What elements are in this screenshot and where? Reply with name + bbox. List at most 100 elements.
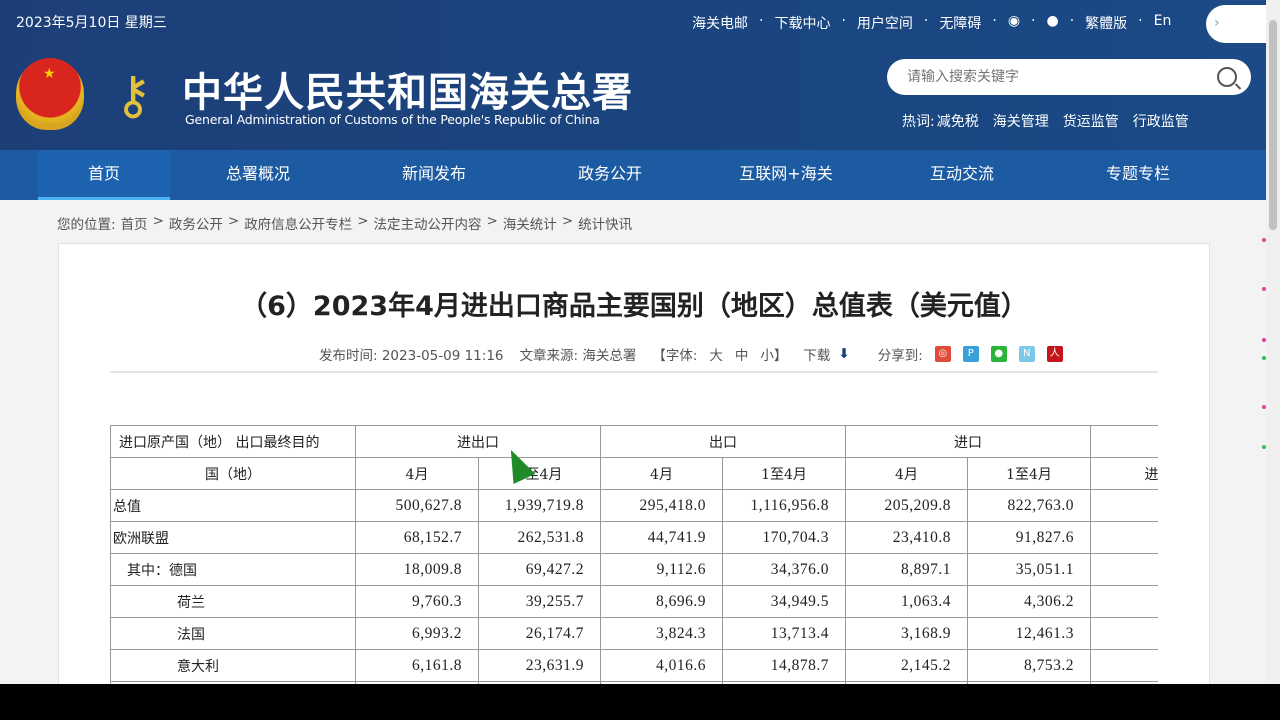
wechat-icon[interactable]: ●	[1046, 13, 1059, 29]
scroll-marker	[1262, 238, 1266, 242]
nav-home[interactable]: 首页	[38, 150, 170, 200]
value-cell: 23,631.9	[478, 649, 601, 682]
corner-header: 国（地）	[110, 457, 356, 490]
search-input[interactable]	[907, 69, 1217, 85]
table-header-row: 进口原产国（地） 出口最终目的 进出口 出口 进口	[110, 425, 1158, 458]
value-cell	[845, 681, 968, 684]
link-download-center[interactable]: 下载中心	[774, 16, 831, 32]
subheader: 进出口	[1090, 457, 1158, 490]
value-cell	[600, 681, 723, 684]
value-cell: 6,161.8	[355, 649, 479, 682]
country-cell: 其中：德国	[110, 553, 356, 586]
breadcrumb: 您的位置: 首页 > 政务公开 > 政府信息公开专栏 > 法定主动公开内容 > 海关统计…	[57, 213, 633, 233]
value-cell	[967, 681, 1091, 684]
table-row: 荷兰 9,760.3 39,255.7 8,696.9 34,949.5 1,063.4 4…	[110, 585, 1158, 618]
breadcrumb-item[interactable]: 统计快讯	[578, 217, 633, 233]
value-cell: 1,063.4	[845, 585, 968, 618]
breadcrumb-item[interactable]: 政府信息公开专栏	[244, 217, 353, 233]
value-cell: 4,306.2	[967, 585, 1091, 618]
value-cell: —	[1090, 553, 1158, 586]
share-weibo-icon[interactable]: ◎	[934, 346, 951, 362]
value-cell: 500,627.8	[355, 489, 479, 522]
value-cell: 26,174.7	[478, 617, 601, 650]
value-cell: 34,376.0	[722, 553, 846, 586]
share-wechat-icon[interactable]: ●	[990, 346, 1007, 362]
download-link[interactable]: 下载	[803, 348, 831, 364]
share-label: 分享到:	[877, 348, 923, 364]
link-user-space[interactable]: 用户空间	[856, 16, 913, 32]
value-cell: 1,939,719.8	[478, 489, 601, 522]
font-small[interactable]: 小	[760, 348, 774, 364]
hot-word[interactable]: 海关管理	[992, 114, 1049, 130]
value-cell: 3,824.3	[600, 617, 723, 650]
value-cell	[1090, 681, 1158, 684]
value-cell	[110, 681, 356, 684]
nav-interaction[interactable]: 互动交流	[929, 164, 994, 183]
value-cell: 2,145.2	[845, 649, 968, 682]
weibo-icon[interactable]: ◉	[1007, 13, 1021, 29]
scroll-marker	[1262, 356, 1266, 360]
value-cell: 205,209.8	[845, 489, 968, 522]
scroll-marker	[1262, 287, 1266, 291]
value-cell: —	[1090, 585, 1158, 618]
font-medium[interactable]: 中	[734, 348, 749, 364]
link-english[interactable]: En	[1153, 13, 1172, 29]
value-cell: —	[1090, 489, 1158, 522]
group-header: 出口	[600, 425, 846, 458]
value-cell: —	[1090, 617, 1158, 650]
font-large[interactable]: 大	[709, 348, 723, 364]
hot-word[interactable]: 减免税	[936, 114, 979, 130]
scroll-marker	[1262, 405, 1266, 409]
group-header: 进口	[845, 425, 1091, 458]
font-size-label: 【字体:	[652, 348, 698, 364]
search-box	[887, 59, 1251, 95]
nav-special-topics[interactable]: 专题专栏	[1105, 164, 1170, 183]
font-close: 】	[773, 348, 788, 364]
breadcrumb-item[interactable]: 首页	[120, 217, 148, 233]
side-panel-toggle[interactable]: ›	[1206, 5, 1266, 43]
link-traditional[interactable]: 繁體版	[1085, 16, 1128, 32]
search-icon[interactable]	[1217, 67, 1237, 87]
chevron-right-icon: ›	[1214, 15, 1220, 31]
nav-overview[interactable]: 总署概况	[225, 164, 290, 183]
hot-word[interactable]: 行政监管	[1132, 114, 1189, 130]
share-qzone-icon[interactable]: P	[962, 346, 979, 362]
country-cell: 欧洲联盟	[110, 521, 356, 554]
scrollbar-thumb[interactable]	[1269, 20, 1277, 230]
site-title: 中华人民共和国海关总署	[182, 69, 633, 116]
subheader: 4月	[845, 457, 968, 490]
table-row: 意大利 6,161.8 23,631.9 4,016.6 14,878.7 2,145.2…	[110, 649, 1158, 682]
current-date: 2023年5月10日 星期三	[16, 15, 167, 31]
value-cell: 12,461.3	[967, 617, 1091, 650]
table-row: 总值 500,627.8 1,939,719.8 295,418.0 1,116,956…	[110, 489, 1158, 522]
hot-words-label: 热词:	[902, 114, 935, 130]
group-header	[1090, 425, 1158, 458]
article-meta: 发布时间: 2023-05-09 11:16 文章来源: 海关总署 【字体: 大…	[319, 344, 1063, 364]
article-title: （6）2023年4月进出口商品主要国别（地区）总值表（美元值）	[240, 291, 1028, 322]
table-row: 法国 6,993.2 26,174.7 3,824.3 13,713.4 3,168.9 1…	[110, 617, 1158, 650]
hot-words: 热词: 减免税 海关管理 货运监管 行政监管	[902, 111, 1189, 131]
value-cell: 14,878.7	[722, 649, 846, 682]
article-panel: （6）2023年4月进出口商品主要国别（地区）总值表（美元值） 发布时间: 20…	[58, 243, 1210, 684]
site-header: 2023年5月10日 星期三 海关电邮 · 下载中心 · 用户空间 · 无障碍 · ◉ ·…	[0, 0, 1266, 150]
subheader: 1至4月	[722, 457, 846, 490]
nav-internet-customs[interactable]: 互联网+海关	[739, 164, 833, 183]
value-cell: 8,897.1	[845, 553, 968, 586]
hot-word[interactable]: 货运监管	[1062, 114, 1119, 130]
subheader: 4月	[600, 457, 723, 490]
scrollbar[interactable]	[1266, 0, 1280, 684]
nav-news[interactable]: 新闻发布	[401, 164, 466, 183]
divider	[110, 371, 1158, 373]
download-icon[interactable]: ⬇	[838, 346, 850, 362]
breadcrumb-item[interactable]: 法定主动公开内容	[373, 217, 482, 233]
nav-government-affairs[interactable]: 政务公开	[577, 164, 642, 183]
breadcrumb-item[interactable]: 政务公开	[168, 217, 223, 233]
link-customs-mail[interactable]: 海关电邮	[692, 16, 748, 32]
value-cell: 68,152.7	[355, 521, 479, 554]
value-cell: 262,531.8	[478, 521, 601, 554]
country-cell: 意大利	[110, 649, 356, 682]
share-renmin-icon[interactable]: 人	[1046, 346, 1063, 362]
link-accessibility[interactable]: 无障碍	[939, 16, 982, 32]
breadcrumb-item[interactable]: 海关统计	[502, 217, 557, 233]
share-renren-icon[interactable]: N	[1018, 346, 1035, 362]
